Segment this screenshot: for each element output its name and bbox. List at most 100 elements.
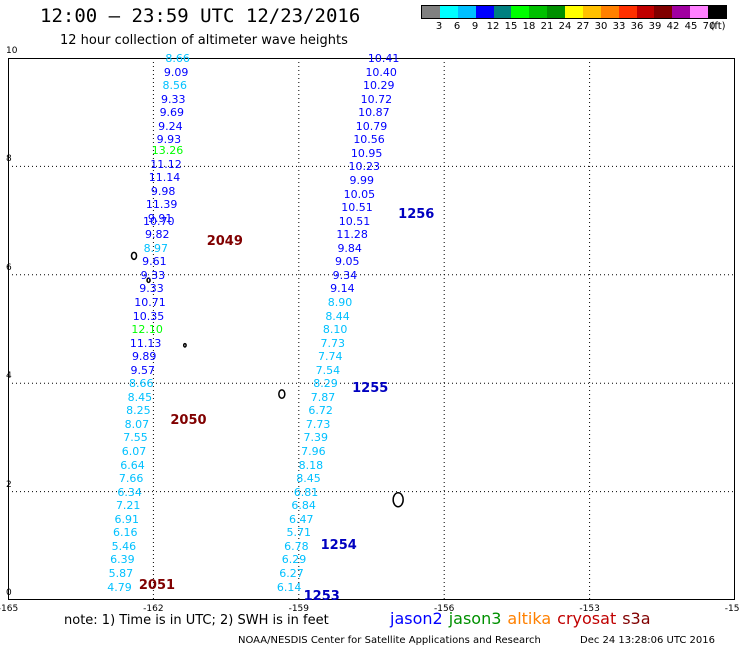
color-scale-swatch — [529, 6, 548, 18]
wave-height-label: 10.71 — [134, 295, 166, 309]
color-scale-label: 18 — [522, 21, 536, 32]
wave-height-label: 8.66 — [165, 52, 190, 66]
wave-height-label: 7.55 — [123, 431, 148, 445]
pass-number-label: 1256 — [398, 207, 435, 223]
island-outline — [146, 277, 151, 284]
wave-height-label: 10.40 — [365, 65, 397, 79]
wave-height-label: 9.93 — [156, 133, 182, 147]
color-scale-label: 33 — [612, 21, 626, 32]
wave-height-label: 6.72 — [308, 404, 333, 418]
wave-height-label: 8.45 — [127, 390, 153, 404]
y-tick-label: 2 — [6, 479, 12, 490]
color-scale-swatch — [708, 6, 726, 18]
x-tick-label: -165 — [0, 604, 19, 614]
wave-height-label: 9.57 — [130, 363, 155, 377]
color-scale-swatch — [493, 6, 512, 18]
wave-height-label: 8.07 — [124, 417, 150, 431]
wave-height-label: 6.14 — [276, 580, 302, 594]
color-scale-label: 42 — [666, 21, 680, 32]
color-scale-swatch — [600, 6, 619, 18]
wave-height-label: 9.05 — [335, 255, 360, 269]
wave-height-label: 6.91 — [114, 512, 139, 526]
wave-height-label: 5.46 — [111, 539, 137, 553]
y-tick-label: 4 — [6, 371, 12, 382]
legend-entry-jason2: jason2 — [390, 609, 443, 628]
pass-number-label: 1254 — [320, 537, 357, 553]
color-scale-label: 21 — [540, 21, 554, 32]
color-scale-swatch — [654, 6, 673, 18]
wave-height-label: 11.14 — [148, 171, 181, 185]
wave-height-label: 8.90 — [327, 295, 353, 309]
x-tick-label: -162 — [143, 604, 164, 614]
wave-height-label: 12.10 — [131, 323, 163, 337]
wave-height-label: 8.10 — [322, 323, 348, 337]
color-scale-bar — [421, 5, 727, 19]
wave-height-label: 11.28 — [336, 228, 368, 242]
wave-height-label: 11.13 — [129, 336, 162, 350]
y-tick-label: 10 — [6, 46, 18, 56]
y-tick-label: 0 — [6, 588, 12, 598]
color-scale-label: 30 — [594, 21, 608, 32]
wave-height-label: 10.35 — [132, 309, 165, 323]
wave-height-label: 11.12 — [150, 157, 182, 171]
color-scale-swatch — [475, 6, 494, 18]
credit-line: NOAA/NESDIS Center for Satellite Applica… — [238, 635, 541, 646]
map-grid — [8, 58, 735, 600]
legend-entry-jason3: jason3 — [448, 609, 502, 628]
wave-height-label: 5.87 — [108, 566, 134, 580]
color-scale-swatch — [636, 6, 655, 18]
wave-height-label: 6.27 — [279, 566, 304, 580]
wave-height-label: 9.99 — [349, 174, 375, 188]
pass-number-label: 1253 — [303, 589, 340, 605]
y-tick-label: 8 — [6, 154, 12, 165]
wave-height-label: 9.34 — [332, 268, 358, 282]
color-scale-label: 45 — [684, 21, 698, 32]
pass-number-label: 1255 — [352, 380, 389, 396]
wave-height-label: 10.51 — [341, 201, 373, 215]
color-scale-label: 39 — [648, 21, 662, 32]
legend-entry-cryosat: cryosat — [557, 609, 617, 628]
color-scale-swatch — [511, 6, 530, 18]
pass-number-label: 2049 — [206, 234, 243, 250]
wave-height-label: 10.95 — [350, 146, 383, 160]
wave-height-label: 6.78 — [284, 539, 309, 553]
wave-height-label: 7.39 — [303, 431, 329, 445]
wave-height-label: 6.64 — [120, 458, 145, 472]
wave-height-label: 9.09 — [163, 65, 189, 79]
color-scale-label: 36 — [630, 21, 644, 32]
wave-height-label: 7.74 — [318, 350, 343, 364]
color-scale-swatch — [422, 6, 440, 18]
wave-height-label: 9.33 — [140, 268, 166, 282]
wave-height-label: 7.21 — [115, 499, 141, 513]
wave-height-label: 10.87 — [358, 106, 390, 120]
wave-height-label: 9.69 — [159, 106, 185, 120]
color-scale-label: 27 — [576, 21, 590, 32]
wave-height-label: 9.14 — [330, 282, 355, 296]
color-scale-label: 24 — [558, 21, 572, 32]
wave-height-label: 8.56 — [162, 79, 187, 93]
page-subtitle: 12 hour collection of altimeter wave hei… — [60, 33, 348, 48]
wave-height-label: 10.79 — [355, 119, 388, 133]
wave-height-label: 10.72 — [360, 92, 393, 106]
color-scale-label: 6 — [453, 21, 461, 32]
color-scale-label: (ft) — [710, 21, 726, 32]
wave-height-label: 4.79 — [107, 580, 132, 594]
x-tick-label: -153 — [579, 604, 600, 614]
color-scale-swatch — [618, 6, 637, 18]
wave-height-label: 6.07 — [121, 445, 147, 459]
wave-height-label: 6.84 — [291, 499, 316, 513]
pass-number-label: 2051 — [138, 578, 176, 594]
wave-height-label: 9.33 — [139, 282, 164, 296]
wave-height-label: 7.66 — [118, 472, 144, 486]
wave-height-label: 6.16 — [113, 526, 138, 540]
wave-height-label: 8.25 — [126, 404, 151, 418]
wave-height-label: 10.23 — [348, 160, 380, 174]
y-tick-label: 6 — [6, 262, 12, 273]
color-scale-swatch — [672, 6, 691, 18]
wave-height-label: 9.98 — [150, 184, 176, 198]
wave-height-label: 9.89 — [131, 350, 157, 364]
legend-entry-altika: altika — [507, 609, 552, 628]
plot-frame — [8, 58, 735, 600]
wave-height-label: 7.73 — [305, 417, 331, 431]
island-outline — [278, 389, 286, 399]
